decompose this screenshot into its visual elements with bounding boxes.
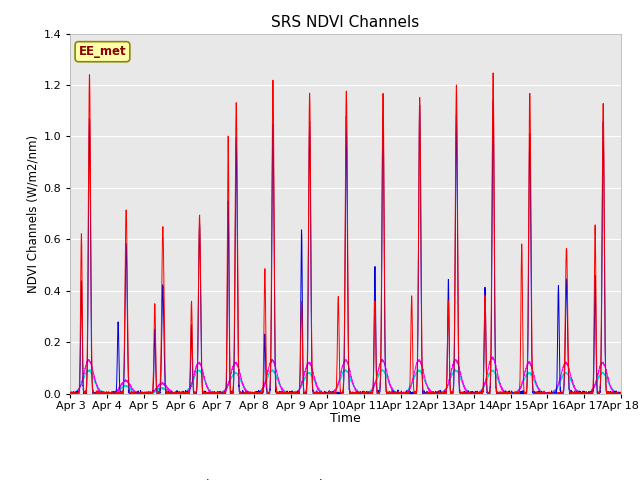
NDVI_810out — [616, 391, 624, 396]
NDVI_810in — [325, 391, 333, 396]
NDVI_810in — [469, 389, 477, 395]
Text: EE_met: EE_met — [79, 45, 126, 58]
Line: NDVI_650out: NDVI_650out — [70, 357, 621, 394]
NDVI_810in — [67, 391, 74, 396]
NDVI_650out — [67, 391, 74, 396]
NDVI_810out — [439, 390, 447, 396]
NDVI_810in — [489, 98, 497, 104]
NDVI_650in — [67, 390, 74, 396]
Line: NDVI_810out: NDVI_810out — [70, 370, 621, 394]
NDVI_650out — [325, 390, 333, 396]
NDVI_650out — [500, 389, 508, 395]
NDVI_810out — [500, 388, 508, 394]
NDVI_650in — [469, 390, 477, 396]
NDVI_810out — [166, 388, 173, 394]
NDVI_810in — [166, 390, 173, 396]
NDVI_650out — [67, 390, 74, 396]
Y-axis label: NDVI Channels (W/m2/nm): NDVI Channels (W/m2/nm) — [26, 134, 40, 293]
NDVI_650out — [438, 390, 446, 396]
NDVI_810in — [616, 391, 624, 396]
NDVI_650out — [469, 391, 477, 396]
NDVI_810in — [617, 391, 625, 396]
NDVI_650in — [616, 390, 624, 396]
X-axis label: Time: Time — [330, 412, 361, 425]
NDVI_650in — [489, 70, 497, 76]
NDVI_810out — [67, 390, 74, 396]
Line: NDVI_650in: NDVI_650in — [70, 73, 621, 394]
NDVI_650in — [500, 391, 508, 396]
NDVI_650in — [438, 391, 446, 396]
NDVI_650in — [67, 391, 74, 396]
NDVI_650in — [166, 391, 173, 396]
NDVI_810out — [342, 367, 349, 372]
Legend: NDVI_650in, NDVI_810in, NDVI_650out, NDVI_810out: NDVI_650in, NDVI_810in, NDVI_650out, NDV… — [113, 473, 579, 480]
NDVI_810in — [438, 391, 446, 396]
NDVI_650in — [617, 391, 625, 396]
NDVI_650out — [488, 354, 496, 360]
NDVI_810in — [500, 389, 508, 395]
NDVI_650out — [617, 391, 625, 396]
NDVI_810out — [325, 390, 333, 396]
NDVI_810out — [469, 390, 477, 396]
NDVI_810out — [67, 391, 74, 396]
NDVI_650out — [166, 387, 173, 393]
NDVI_810out — [617, 391, 625, 396]
Line: NDVI_810in: NDVI_810in — [70, 101, 621, 394]
NDVI_650out — [616, 391, 624, 396]
NDVI_650in — [325, 390, 333, 396]
Title: SRS NDVI Channels: SRS NDVI Channels — [271, 15, 420, 30]
